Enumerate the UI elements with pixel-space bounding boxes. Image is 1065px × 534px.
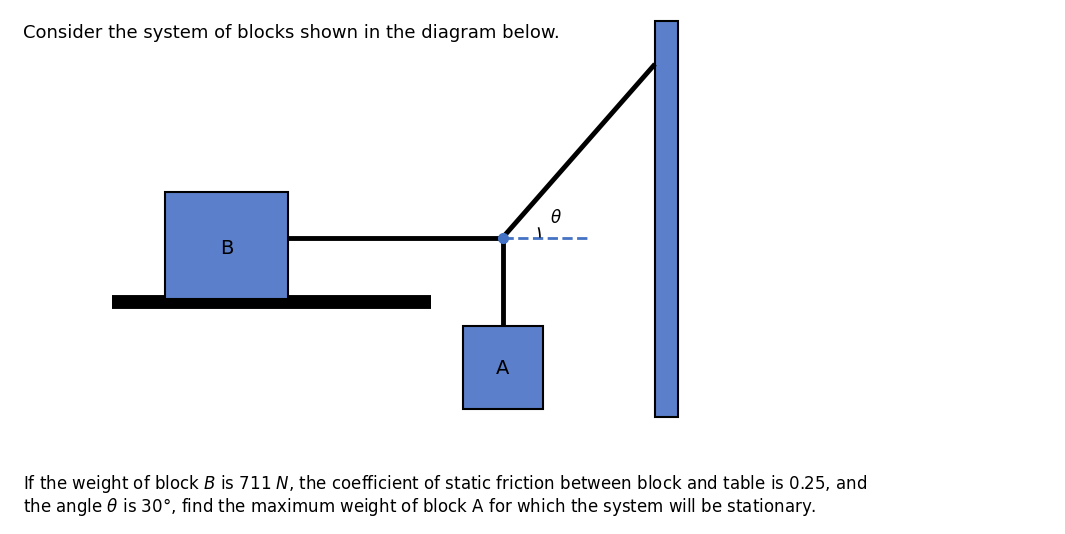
Text: Consider the system of blocks shown in the diagram below.: Consider the system of blocks shown in t…	[23, 24, 560, 42]
Text: $\theta$: $\theta$	[550, 209, 561, 227]
Bar	[165, 192, 288, 299]
Text: B: B	[220, 239, 233, 258]
Text: the angle $\theta$ is 30°, find the maximum weight of block A for which the syst: the angle $\theta$ is 30°, find the maxi…	[23, 496, 817, 517]
Text: A: A	[496, 359, 509, 378]
Bar	[463, 326, 543, 409]
Bar	[655, 21, 678, 417]
Text: If the weight of block $B$ is 711 $N$, the coefficient of static friction betwee: If the weight of block $B$ is 711 $N$, t…	[23, 473, 868, 494]
